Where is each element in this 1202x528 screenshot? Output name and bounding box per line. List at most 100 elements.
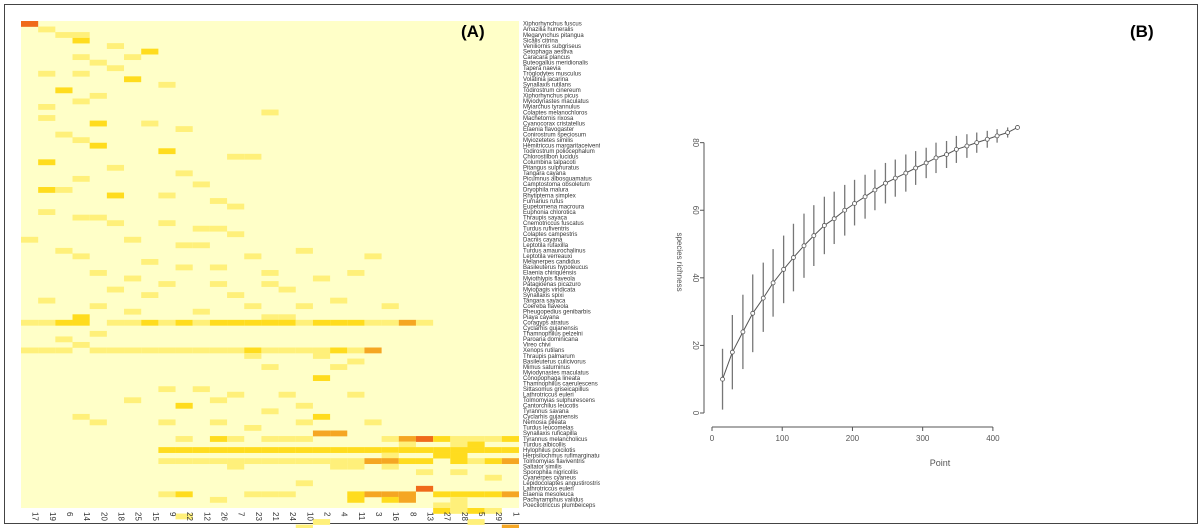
heatmap-cell <box>347 496 365 503</box>
heatmap-cell <box>330 347 348 354</box>
heatmap-cell <box>158 192 176 199</box>
species-label: Cyanerpes cyaneus <box>523 476 576 482</box>
heatmap-cell <box>72 314 90 321</box>
species-label: Todirostrum poliocephalum <box>523 149 595 155</box>
heatmap-cell <box>21 21 39 27</box>
heatmap-cell <box>38 70 56 77</box>
heatmap-cell <box>89 214 107 221</box>
species-label: Colaptes melanochloros <box>523 110 587 116</box>
heatmap-cell <box>38 26 56 33</box>
heatmap-cell <box>398 491 416 498</box>
heatmap-cell <box>450 496 468 503</box>
point-label: 18 <box>116 512 125 521</box>
point-label: 3 <box>374 512 383 517</box>
heatmap-cell <box>227 447 245 453</box>
curve-points <box>720 125 1020 382</box>
heatmap-cell <box>124 54 142 61</box>
heatmap-cell <box>38 319 56 326</box>
heatmap-cell <box>278 286 296 293</box>
heatmap-cell <box>398 447 416 453</box>
heatmap-cell <box>38 115 56 121</box>
heatmap-cell <box>72 319 90 326</box>
species-label: Rhytipterna simplex <box>523 193 576 199</box>
curve-point <box>740 329 746 335</box>
heatmap-cell <box>209 397 228 404</box>
heatmap-cell <box>38 347 56 354</box>
species-label: Cyanocorax cristatellus <box>523 121 585 127</box>
species-label: Caracara plancus <box>523 55 570 61</box>
point-label: 27 <box>443 512 452 521</box>
heatmap-cell <box>244 447 262 453</box>
heatmap-cell <box>244 424 262 431</box>
heatmap-cell <box>450 508 468 514</box>
heatmap-cell <box>381 436 399 442</box>
heatmap-cell <box>106 164 125 171</box>
point-label: 14 <box>82 512 91 521</box>
species-label: Tyrannus savana <box>523 409 569 415</box>
heatmap-cell <box>106 319 125 326</box>
heatmap-cell <box>501 447 519 453</box>
heatmap-cell <box>433 508 451 514</box>
heatmap-cell <box>124 397 142 404</box>
heatmap-cell <box>501 458 519 465</box>
point-label: 5 <box>477 512 486 517</box>
heatmap-cell <box>347 458 365 465</box>
heatmap-cell <box>295 247 313 254</box>
heatmap-cell <box>175 402 193 409</box>
heatmap-cell <box>158 447 176 453</box>
species-label: Todirostrum cinereum <box>523 88 581 94</box>
heatmap-cell <box>192 181 210 188</box>
species-label: Pheugopedius genibarbis <box>523 309 591 315</box>
heatmap-cell <box>261 319 279 326</box>
heatmap-cell <box>175 126 193 132</box>
species-label: Veniliornis subgriseus <box>523 44 581 50</box>
heatmap-cell <box>415 469 434 476</box>
point-label: 12 <box>202 512 211 521</box>
heatmap-cell <box>192 447 210 453</box>
species-label: Cnemotriccus fuscatus <box>523 221 584 227</box>
heatmap-cell <box>450 452 468 459</box>
heatmap-cell <box>433 491 451 498</box>
x-tick-label: 200 <box>846 434 860 443</box>
curve-error-bars <box>721 127 1009 410</box>
heatmap-cell <box>175 242 193 249</box>
species-label: Coragyps atratus <box>523 321 569 327</box>
point-label: 7 <box>237 512 246 517</box>
heatmap-cell <box>72 98 90 105</box>
heatmap-cell <box>209 281 228 287</box>
heatmap-cell <box>450 458 468 465</box>
species-label: Lathrotriccus euleri <box>523 487 574 493</box>
curve-point <box>862 194 868 200</box>
heatmap-cell <box>261 436 279 442</box>
heatmap-cell <box>330 463 348 470</box>
heatmap-cell <box>209 319 228 326</box>
species-label: Tangara cayana <box>523 171 566 177</box>
heatmap-cell <box>312 319 331 326</box>
heatmap-cell <box>450 491 468 498</box>
heatmap-cell <box>330 430 348 437</box>
heatmap-cell <box>415 436 434 442</box>
heatmap-cell <box>158 386 176 393</box>
heatmap-cell <box>295 458 313 465</box>
heatmap-cell <box>38 159 56 166</box>
curve-point <box>892 175 898 181</box>
point-label: 28 <box>460 512 469 521</box>
heatmap-cell <box>261 314 279 321</box>
heatmap-cell <box>21 347 39 354</box>
x-tick-label: 400 <box>986 434 1000 443</box>
heatmap-cell <box>141 319 159 326</box>
heatmap-cell <box>433 436 451 442</box>
heatmap-cell <box>175 347 193 354</box>
heatmap-cell <box>364 419 382 426</box>
heatmap-cell <box>467 447 485 453</box>
curve-point <box>913 165 919 171</box>
heatmap-cell <box>89 142 107 149</box>
heatmap-cell <box>141 120 159 127</box>
heatmap-cell <box>261 491 279 498</box>
species-label: Tolmomyias sulphurescens <box>523 398 595 404</box>
heatmap-cell <box>261 458 279 465</box>
heatmap-cell <box>261 109 279 116</box>
species-label: Herpsilochmus rufimarginatus <box>523 453 600 459</box>
point-label: 19 <box>48 512 57 521</box>
heatmap-cell <box>72 70 90 77</box>
